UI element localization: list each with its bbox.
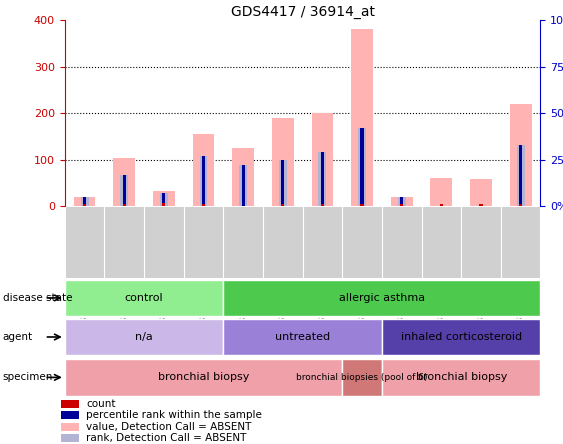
Bar <box>351 29 373 206</box>
Text: bronchial biopsy: bronchial biopsy <box>158 373 249 382</box>
Bar <box>517 145 525 206</box>
Bar <box>279 160 287 206</box>
Bar <box>61 423 79 431</box>
Bar <box>162 203 166 206</box>
Bar <box>382 319 540 355</box>
Bar <box>81 197 88 206</box>
Bar <box>358 128 366 206</box>
Text: bronchial biopsies (pool of 6): bronchial biopsies (pool of 6) <box>296 373 428 382</box>
Text: n/a: n/a <box>135 332 153 342</box>
Bar <box>382 359 540 396</box>
Text: count: count <box>86 399 115 408</box>
Bar <box>83 204 86 206</box>
Bar <box>321 204 324 206</box>
Text: percentile rank within the sample: percentile rank within the sample <box>86 410 262 420</box>
Bar <box>202 156 205 206</box>
Bar <box>193 134 215 206</box>
Bar <box>233 148 254 206</box>
Bar <box>74 197 96 206</box>
Text: allergic asthma: allergic asthma <box>339 293 425 303</box>
Bar <box>65 319 224 355</box>
Bar <box>510 104 531 206</box>
Text: inhaled corticosteroid: inhaled corticosteroid <box>401 332 522 342</box>
Bar <box>272 118 294 206</box>
Bar <box>281 160 284 206</box>
Bar <box>83 197 86 206</box>
Bar <box>311 113 333 206</box>
Bar <box>162 194 166 206</box>
Bar <box>224 280 540 316</box>
Bar <box>391 197 413 206</box>
Bar <box>199 156 208 206</box>
Bar <box>360 204 364 206</box>
Bar <box>224 319 382 355</box>
Bar <box>153 191 175 206</box>
Text: specimen: specimen <box>3 373 53 382</box>
Bar <box>431 178 452 206</box>
Text: disease state: disease state <box>3 293 72 303</box>
Bar <box>65 359 342 396</box>
Bar <box>123 175 126 206</box>
Bar <box>440 204 443 206</box>
Bar <box>61 434 79 442</box>
Text: value, Detection Call = ABSENT: value, Detection Call = ABSENT <box>86 422 252 432</box>
Bar <box>470 179 492 206</box>
Bar <box>519 145 522 206</box>
Title: GDS4417 / 36914_at: GDS4417 / 36914_at <box>231 5 374 19</box>
Bar <box>360 128 364 206</box>
Bar <box>321 152 324 206</box>
Bar <box>113 159 135 206</box>
Text: control: control <box>125 293 163 303</box>
Bar <box>202 204 205 206</box>
Bar <box>400 197 403 206</box>
Text: agent: agent <box>3 332 33 342</box>
Bar <box>519 204 522 206</box>
Text: bronchial biopsy: bronchial biopsy <box>415 373 507 382</box>
Bar <box>480 204 482 206</box>
Bar <box>281 204 284 206</box>
Bar <box>397 197 406 206</box>
Bar <box>239 166 247 206</box>
Text: untreated: untreated <box>275 332 330 342</box>
Text: rank, Detection Call = ABSENT: rank, Detection Call = ABSENT <box>86 433 247 443</box>
Bar <box>65 280 224 316</box>
Bar <box>120 175 128 206</box>
Bar <box>319 152 327 206</box>
Bar <box>61 411 79 419</box>
Bar <box>123 204 126 206</box>
Bar <box>400 204 403 206</box>
Bar <box>342 359 382 396</box>
Bar <box>160 194 168 206</box>
Bar <box>61 400 79 408</box>
Bar <box>242 166 245 206</box>
